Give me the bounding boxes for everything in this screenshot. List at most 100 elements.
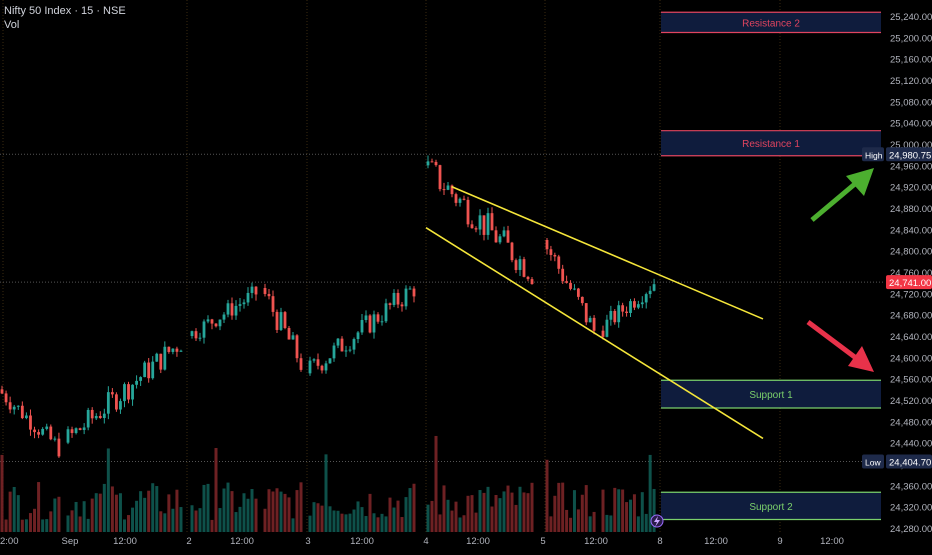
volume-bar [37, 482, 41, 532]
zone-label: Support 1 [749, 390, 793, 401]
time-tick-label: 9 [777, 536, 782, 547]
candle-body [502, 230, 506, 237]
volume-bar [376, 517, 380, 532]
candle-body [514, 260, 518, 270]
symbol-title[interactable]: Nifty 50 Index · 15 · NSE [4, 5, 126, 17]
time-tick-label: 12:00 [584, 536, 608, 547]
volume-bar [198, 508, 202, 532]
candle-body [4, 393, 8, 403]
candle-body [123, 384, 126, 402]
price-tick-label: 24,720.00 [890, 289, 932, 300]
volume-bar [114, 494, 118, 532]
price-tick-label: 25,200.00 [890, 33, 932, 44]
volume-bar [271, 491, 275, 532]
volume-label[interactable]: Vol [4, 19, 20, 31]
volume-bar [24, 519, 28, 532]
volume-bar [283, 493, 287, 532]
price-tick-label: 24,280.00 [890, 524, 932, 535]
volume-bar [474, 512, 478, 532]
candle-body [601, 330, 605, 337]
candle-body [434, 161, 438, 166]
volume-bar [470, 495, 474, 532]
volume-bar [372, 513, 376, 532]
volume-bar [175, 489, 179, 532]
candle-body [190, 331, 194, 336]
volume-bar [613, 487, 617, 532]
candle-body [254, 286, 258, 295]
volume-bar [601, 489, 605, 532]
volume-bar [430, 500, 434, 532]
candle-body [234, 305, 238, 316]
candle-body [316, 359, 320, 366]
candle-body [490, 213, 494, 231]
time-tick-label: 12:00 [113, 536, 137, 547]
candle-body [131, 384, 134, 400]
volume-bar [320, 505, 324, 532]
volume-bar [352, 509, 356, 532]
candle-body [569, 282, 572, 289]
volume-bar [179, 507, 183, 532]
volume-bar [94, 493, 98, 532]
volume-bar [522, 492, 526, 532]
volume-bar [446, 499, 450, 532]
volume-bar [380, 513, 384, 532]
candle-body [458, 198, 462, 203]
candle-body [522, 259, 526, 277]
volume-bar [494, 494, 498, 532]
candle-body [57, 438, 61, 457]
volume-bar [139, 491, 143, 532]
candle-body [561, 268, 565, 282]
volume-bar [553, 495, 557, 532]
candle-body [609, 310, 613, 320]
candle-body [167, 346, 171, 352]
volume-bar [408, 488, 412, 532]
volume-bar [388, 497, 392, 532]
candle-body [454, 194, 458, 203]
volume-bar [629, 499, 632, 532]
candle-body [179, 350, 183, 352]
zone-fill [661, 380, 881, 408]
volume-bar [151, 483, 155, 532]
time-tick-label: 8 [657, 536, 662, 547]
candle-body [392, 292, 396, 305]
volume-bar [206, 483, 210, 532]
volume-bar [364, 516, 368, 532]
volume-bar [609, 515, 613, 532]
zone-label: Resistance 1 [742, 139, 800, 150]
candle-body [90, 409, 94, 419]
candle-body [430, 161, 434, 163]
candle-body [629, 301, 632, 313]
volume-bar [143, 497, 147, 532]
volume-bar [66, 515, 70, 532]
time-axis: 2:00 Sep 12:00 2 12:00 3 12:00 4 12:00 5 12:00 8 12:… [0, 536, 844, 547]
candle-body [486, 213, 490, 235]
volume-bar [263, 508, 267, 532]
candle-body [526, 276, 530, 280]
candle-body [0, 389, 4, 394]
candle-body [295, 335, 299, 359]
volume-bar [592, 511, 596, 532]
volume-bar [45, 519, 49, 532]
candle-body [98, 415, 102, 419]
time-tick-label: 5 [540, 536, 545, 547]
volume-bar [328, 506, 332, 532]
volume-bar [226, 482, 230, 532]
volume-bar [0, 454, 4, 532]
candle-body [147, 362, 151, 379]
candle-body [106, 392, 110, 414]
volume-bar [171, 508, 175, 532]
volume-bar [557, 482, 561, 532]
volume-bar [526, 493, 530, 532]
candle-body [352, 339, 356, 350]
candle-body [324, 363, 328, 371]
volume-bar [122, 519, 126, 532]
candle-body [175, 348, 179, 352]
candle-body [545, 240, 549, 250]
volume-bar [287, 497, 291, 532]
candle-body [242, 302, 246, 305]
candle-body [470, 224, 474, 229]
candle-body [588, 317, 592, 323]
candle-body [202, 321, 206, 338]
